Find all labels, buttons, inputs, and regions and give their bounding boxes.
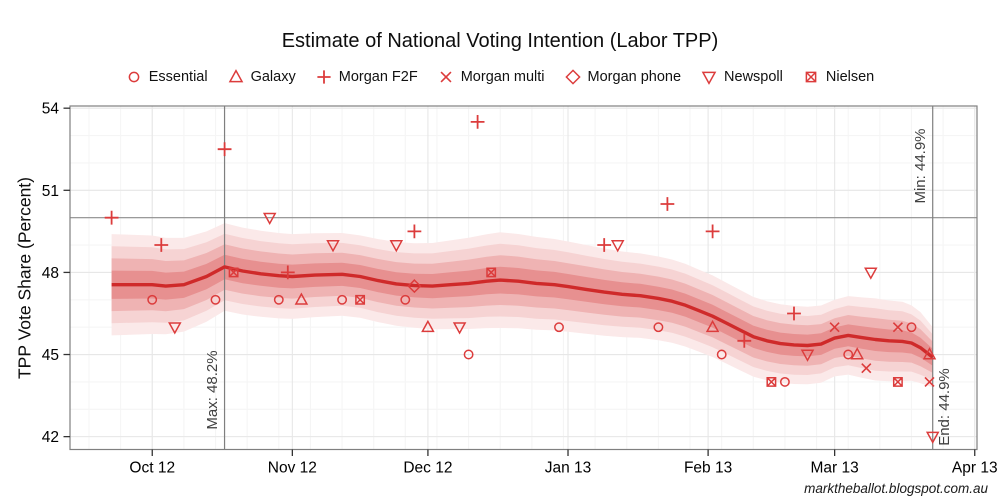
x-tick-label: Apr 13 (952, 460, 998, 477)
scatter-morgan-multi (829, 322, 935, 387)
legend-item-essential: Essential (126, 69, 208, 85)
x-tick-label: Feb 13 (684, 460, 732, 477)
legend-item-galaxy: Galaxy (228, 69, 296, 85)
legend-item-newspoll: Newspoll (701, 69, 783, 85)
x-tick-label: Mar 13 (811, 460, 859, 477)
legend: Essential Galaxy Morgan F2F Morgan multi Mor… (0, 69, 1000, 85)
y-tick-label: 54 (42, 101, 60, 118)
legend-label: Morgan phone (587, 69, 682, 85)
y-axis: 42 45 48 51 54 (42, 101, 70, 446)
x-axis: Oct 12 Nov 12 Dec 12 Jan 13 Feb 13 Mar 13 Apr … (129, 449, 998, 477)
legend-label: Nielsen (825, 69, 875, 85)
annotation-max: Max: 48.2% (204, 350, 221, 429)
x-tick-label: Dec 12 (403, 460, 452, 477)
morgan-phone-diamond-icon (564, 69, 581, 85)
chart-title: Estimate of National Voting Intention (L… (281, 30, 719, 52)
newspoll-triangle-down-icon (701, 71, 717, 85)
y-axis-title: TPP Vote Share (Percent) (14, 176, 35, 380)
band-28 (111, 254, 933, 366)
morgan-multi-x-icon (440, 71, 452, 83)
nielsen-square-x-icon (805, 71, 817, 83)
y-tick-label: 51 (42, 183, 59, 200)
scatter-morgan-phone (407, 279, 422, 294)
legend-label: Galaxy (250, 69, 296, 85)
legend-item-morgan-f2f: Morgan F2F (316, 69, 418, 85)
morgan-f2f-plus-icon (317, 70, 331, 84)
y-tick-label: 42 (42, 429, 59, 446)
annotation-end: End: 44.9% (936, 368, 953, 446)
legend-item-morgan-multi: Morgan multi (438, 69, 545, 85)
x-tick-label: Nov 12 (268, 460, 317, 477)
legend-label: Newspoll (724, 69, 783, 85)
legend-label: Morgan multi (460, 69, 545, 85)
legend-label: Morgan F2F (338, 69, 418, 85)
scatter-newspoll (168, 212, 940, 444)
y-tick-label: 48 (42, 265, 59, 282)
galaxy-triangle-up-icon (228, 69, 243, 83)
scatter-essential (147, 294, 917, 387)
x-tick-label: Oct 12 (129, 460, 175, 477)
legend-label: Essential (148, 69, 208, 85)
essential-circle-icon (128, 71, 140, 83)
scatter-morgan-f2f (104, 115, 801, 348)
panel-border (69, 105, 978, 451)
scatter-galaxy (294, 292, 937, 360)
confidence-bands (111, 223, 933, 388)
legend-item-nielsen: Nielsen (803, 69, 874, 85)
legend-item-morgan-phone: Morgan phone (564, 69, 682, 85)
trend-line (111, 265, 934, 359)
annotations: Max: 48.2% Min: 44.9% End: 44.9% (204, 128, 953, 445)
x-tick-label: Jan 13 (545, 460, 592, 477)
scatter-nielsen (228, 267, 903, 387)
y-tick-label: 45 (42, 347, 59, 364)
annotation-min: Min: 44.9% (912, 128, 929, 203)
watermark: marktheballot.blogspot.com.au (804, 481, 988, 496)
